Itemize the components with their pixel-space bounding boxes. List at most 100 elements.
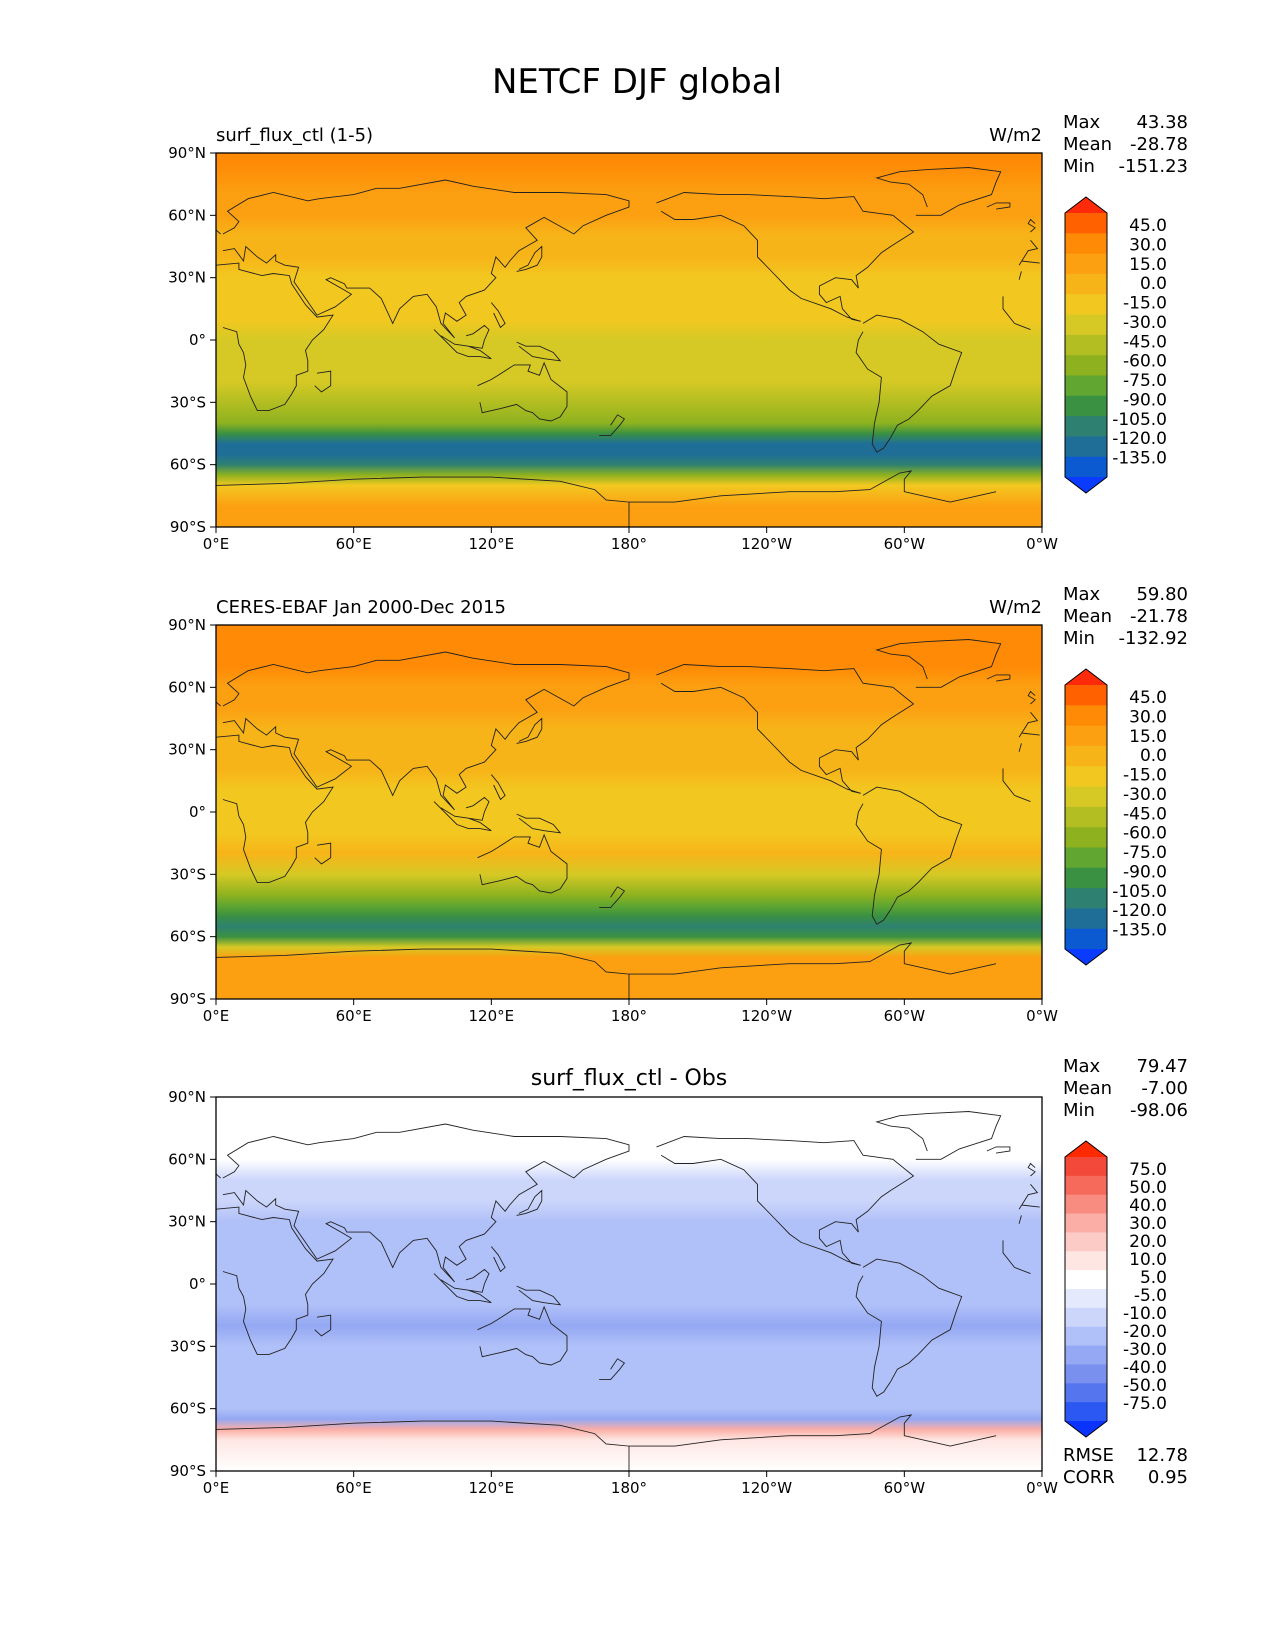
colorbar-band	[1065, 334, 1107, 356]
stat-value: -98.06	[1130, 1100, 1188, 1121]
x-tick-label: 120°E	[469, 1007, 515, 1025]
colorbar-level-label: -75.0	[1123, 843, 1167, 863]
colorbar-band	[1065, 456, 1107, 478]
colorbar-level-label: -30.0	[1123, 785, 1167, 805]
x-tick-label: 0°W	[1026, 1479, 1058, 1497]
y-tick-label: 60°S	[170, 1400, 206, 1418]
colorbar-band	[1065, 867, 1107, 889]
coastline-outline	[216, 167, 1040, 527]
colorbar-level-label: -75.0	[1123, 1394, 1167, 1414]
colorbar-extend-min	[1065, 1421, 1107, 1437]
colorbar-level-label: 0.0	[1140, 746, 1167, 766]
y-tick-label: 90°N	[168, 144, 206, 162]
colorbar-band	[1065, 786, 1107, 808]
x-tick-label: 120°W	[741, 1479, 792, 1497]
colorbar-level-label: 30.0	[1129, 707, 1167, 727]
x-tick-label: 0°E	[203, 1479, 230, 1497]
x-tick-label: 180°	[611, 1007, 647, 1025]
y-tick-label: 90°S	[170, 518, 206, 536]
colorbar-band	[1065, 395, 1107, 417]
colorbar-level-label: -5.0	[1134, 1286, 1167, 1306]
x-tick-label: 120°E	[469, 535, 515, 553]
stat-label: Min	[1063, 156, 1095, 177]
colorbar-level-label: 5.0	[1140, 1268, 1167, 1288]
colorbar-band	[1065, 1364, 1107, 1384]
colorbar-level-label: -120.0	[1112, 901, 1167, 921]
figure-title: NETCF DJF global	[492, 62, 782, 102]
colorbar-level-label: -120.0	[1112, 429, 1167, 449]
stat-value: -151.23	[1119, 156, 1188, 177]
x-tick-label: 0°E	[203, 1007, 230, 1025]
colorbar-level-label: 40.0	[1129, 1196, 1167, 1216]
colorbar-level-label: 75.0	[1129, 1160, 1167, 1180]
colorbar-level-label: -50.0	[1123, 1376, 1167, 1396]
colorbar-level-label: -105.0	[1112, 882, 1167, 902]
x-tick-label: 0°W	[1026, 1007, 1058, 1025]
stat-label: Min	[1063, 628, 1095, 649]
colorbar-band	[1065, 1175, 1107, 1196]
colorbar-band	[1065, 908, 1107, 930]
map-field	[216, 625, 1042, 999]
panel-units: W/m2	[989, 125, 1042, 146]
coastline-outline	[216, 639, 1040, 999]
map-panels: 0°E 60°E 120°E 180° 120°W 60°W 0°W 90°N 60°N 30°N…	[168, 112, 1188, 1497]
stat-label: Max	[1063, 1056, 1101, 1077]
colorbar-outline	[1064, 1140, 1108, 1438]
colorbar: 45.030.015.00.0-15.0-30.0-45.0-60.0-75.0…	[1064, 196, 1167, 494]
stat-value: 79.47	[1136, 1056, 1188, 1077]
colorbar-band	[1065, 1307, 1107, 1328]
colorbar-band	[1065, 416, 1107, 437]
colorbar-level-label: -135.0	[1112, 921, 1167, 941]
map-field	[216, 153, 1042, 527]
colorbar-extend-max	[1065, 197, 1107, 213]
x-tick-label: 60°W	[884, 1007, 926, 1025]
colorbar-level-label: -30.0	[1123, 1340, 1167, 1360]
colorbar-level-label: 45.0	[1129, 216, 1167, 236]
y-tick-label: 90°S	[170, 990, 206, 1008]
colorbar-level-label: 50.0	[1129, 1178, 1167, 1198]
y-tick-label: 30°S	[170, 393, 206, 411]
y-tick-label: 60°N	[168, 1150, 206, 1168]
colorbar-level-label: -15.0	[1123, 766, 1167, 786]
colorbar-band	[1065, 1383, 1107, 1403]
y-tick-label: 90°N	[168, 616, 206, 634]
colorbar-band	[1065, 1232, 1107, 1252]
colorbar-level-label: -20.0	[1123, 1322, 1167, 1342]
colorbar-level-label: -90.0	[1123, 862, 1167, 882]
colorbar-level-label: -75.0	[1123, 371, 1167, 391]
y-tick-label: 90°S	[170, 1462, 206, 1480]
colorbar: 45.030.015.00.0-15.0-30.0-45.0-60.0-75.0…	[1064, 668, 1167, 966]
panel-units: W/m2	[989, 597, 1042, 618]
y-tick-label: 60°N	[168, 678, 206, 696]
stat-label: Mean	[1063, 1078, 1112, 1099]
x-tick-label: 60°E	[336, 1007, 372, 1025]
y-tick-label: 30°N	[168, 741, 206, 759]
colorbar-band	[1065, 1345, 1107, 1365]
colorbar-level-label: 15.0	[1129, 255, 1167, 275]
colorbar-level-label: 20.0	[1129, 1232, 1167, 1252]
colorbar-band	[1065, 1157, 1107, 1177]
colorbar-band	[1065, 827, 1107, 848]
y-tick-label: 0°	[189, 331, 206, 349]
panel-left-title: surf_flux_ctl (1-5)	[216, 125, 373, 146]
x-tick-label: 120°W	[741, 1007, 792, 1025]
y-tick-label: 30°N	[168, 269, 206, 287]
colorbar-band	[1065, 1289, 1107, 1309]
colorbar-band	[1065, 355, 1107, 376]
colorbar-band	[1065, 1270, 1107, 1290]
colorbar-level-label: -60.0	[1123, 824, 1167, 844]
colorbar-level-label: -10.0	[1123, 1304, 1167, 1324]
colorbar-band	[1065, 294, 1107, 315]
colorbar-band	[1065, 806, 1107, 828]
colorbar-band	[1065, 314, 1107, 336]
x-tick-label: 60°W	[884, 535, 926, 553]
panel-left-title: CERES-EBAF Jan 2000-Dec 2015	[216, 597, 506, 618]
x-tick-label: 0°E	[203, 535, 230, 553]
x-tick-label: 60°W	[884, 1479, 926, 1497]
colorbar-band	[1065, 766, 1107, 787]
x-tick-label: 0°W	[1026, 535, 1058, 553]
stat-value: 59.80	[1136, 584, 1188, 605]
y-tick-label: 60°N	[168, 206, 206, 224]
colorbar-band	[1065, 375, 1107, 397]
